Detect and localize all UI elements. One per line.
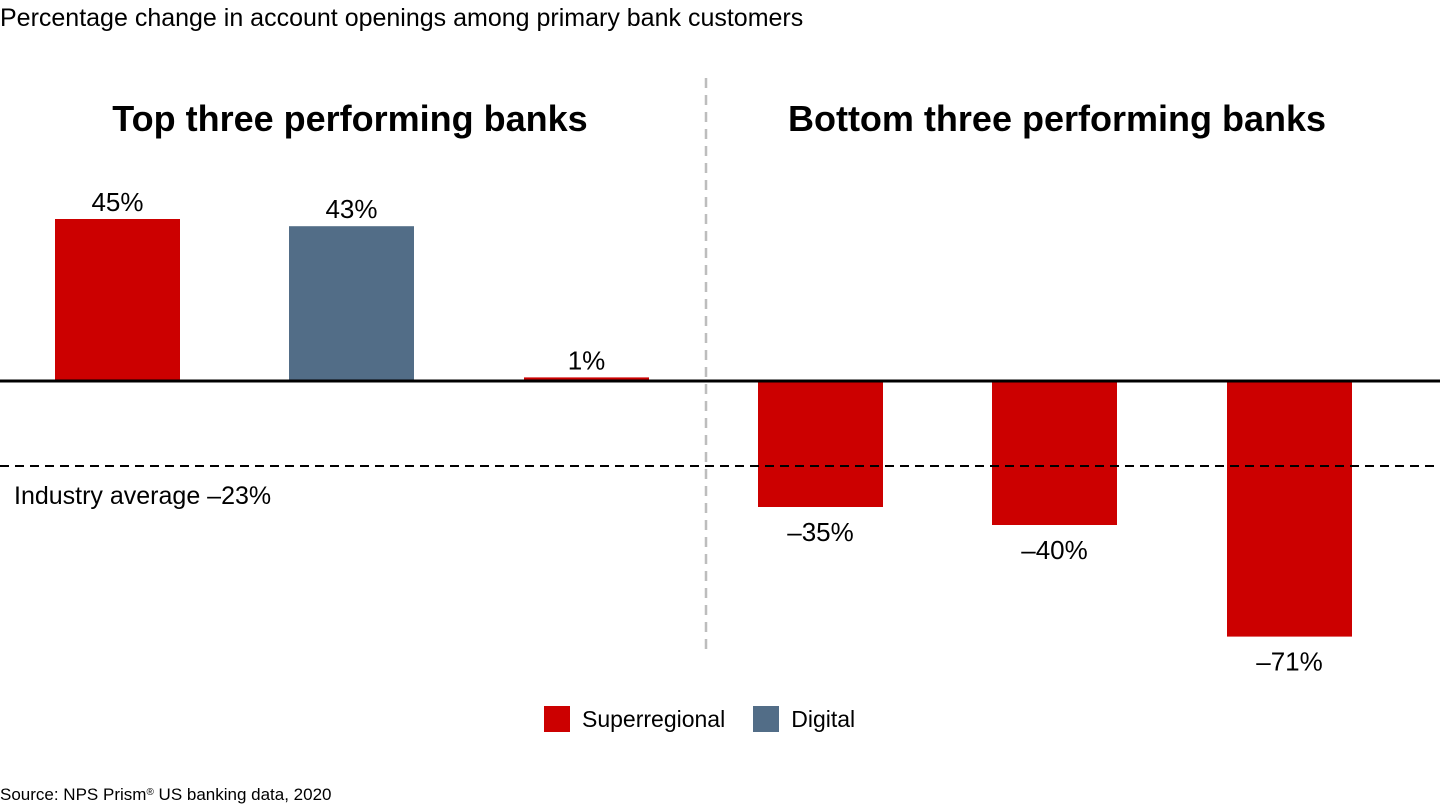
bar-5	[992, 381, 1117, 525]
bar-value-label-6: –71%	[1256, 647, 1323, 677]
source-note: Source: NPS Prism® US banking data, 2020	[0, 783, 332, 807]
bar-chart: 45% 43% 1% –35% –40% –71%	[0, 78, 1440, 677]
industry-average-label: Industry average –23%	[14, 482, 272, 510]
group-title-top: Top three performing banks	[112, 98, 588, 139]
registered-mark: ®	[146, 787, 154, 798]
legend-swatch-digital	[753, 706, 780, 732]
legend-label-digital: Digital	[791, 706, 856, 732]
bar-value-label-2: 43%	[325, 194, 377, 224]
bar-6	[1227, 381, 1352, 637]
bar-value-label-4: –35%	[787, 517, 854, 547]
legend: Superregional Digital	[544, 704, 883, 734]
bar-2	[289, 226, 414, 381]
source-prefix: Source: NPS Prism	[0, 785, 147, 804]
group-title-bottom: Bottom three performing banks	[787, 98, 1327, 139]
legend-item-digital: Digital	[753, 704, 855, 734]
bar-4	[758, 381, 883, 507]
bar-value-label-3: 1%	[568, 345, 606, 375]
legend-item-superregional: Superregional	[544, 704, 725, 734]
chart-title: Percentage change in account openings am…	[0, 4, 804, 32]
legend-label-superregional: Superregional	[582, 706, 726, 732]
source-suffix: US banking data, 2020	[153, 785, 332, 804]
bar-value-label-5: –40%	[1021, 535, 1088, 565]
legend-swatch-superregional	[544, 706, 570, 732]
bar-3	[524, 377, 649, 381]
bar-1	[55, 219, 180, 381]
bar-value-label-1: 45%	[91, 187, 143, 217]
